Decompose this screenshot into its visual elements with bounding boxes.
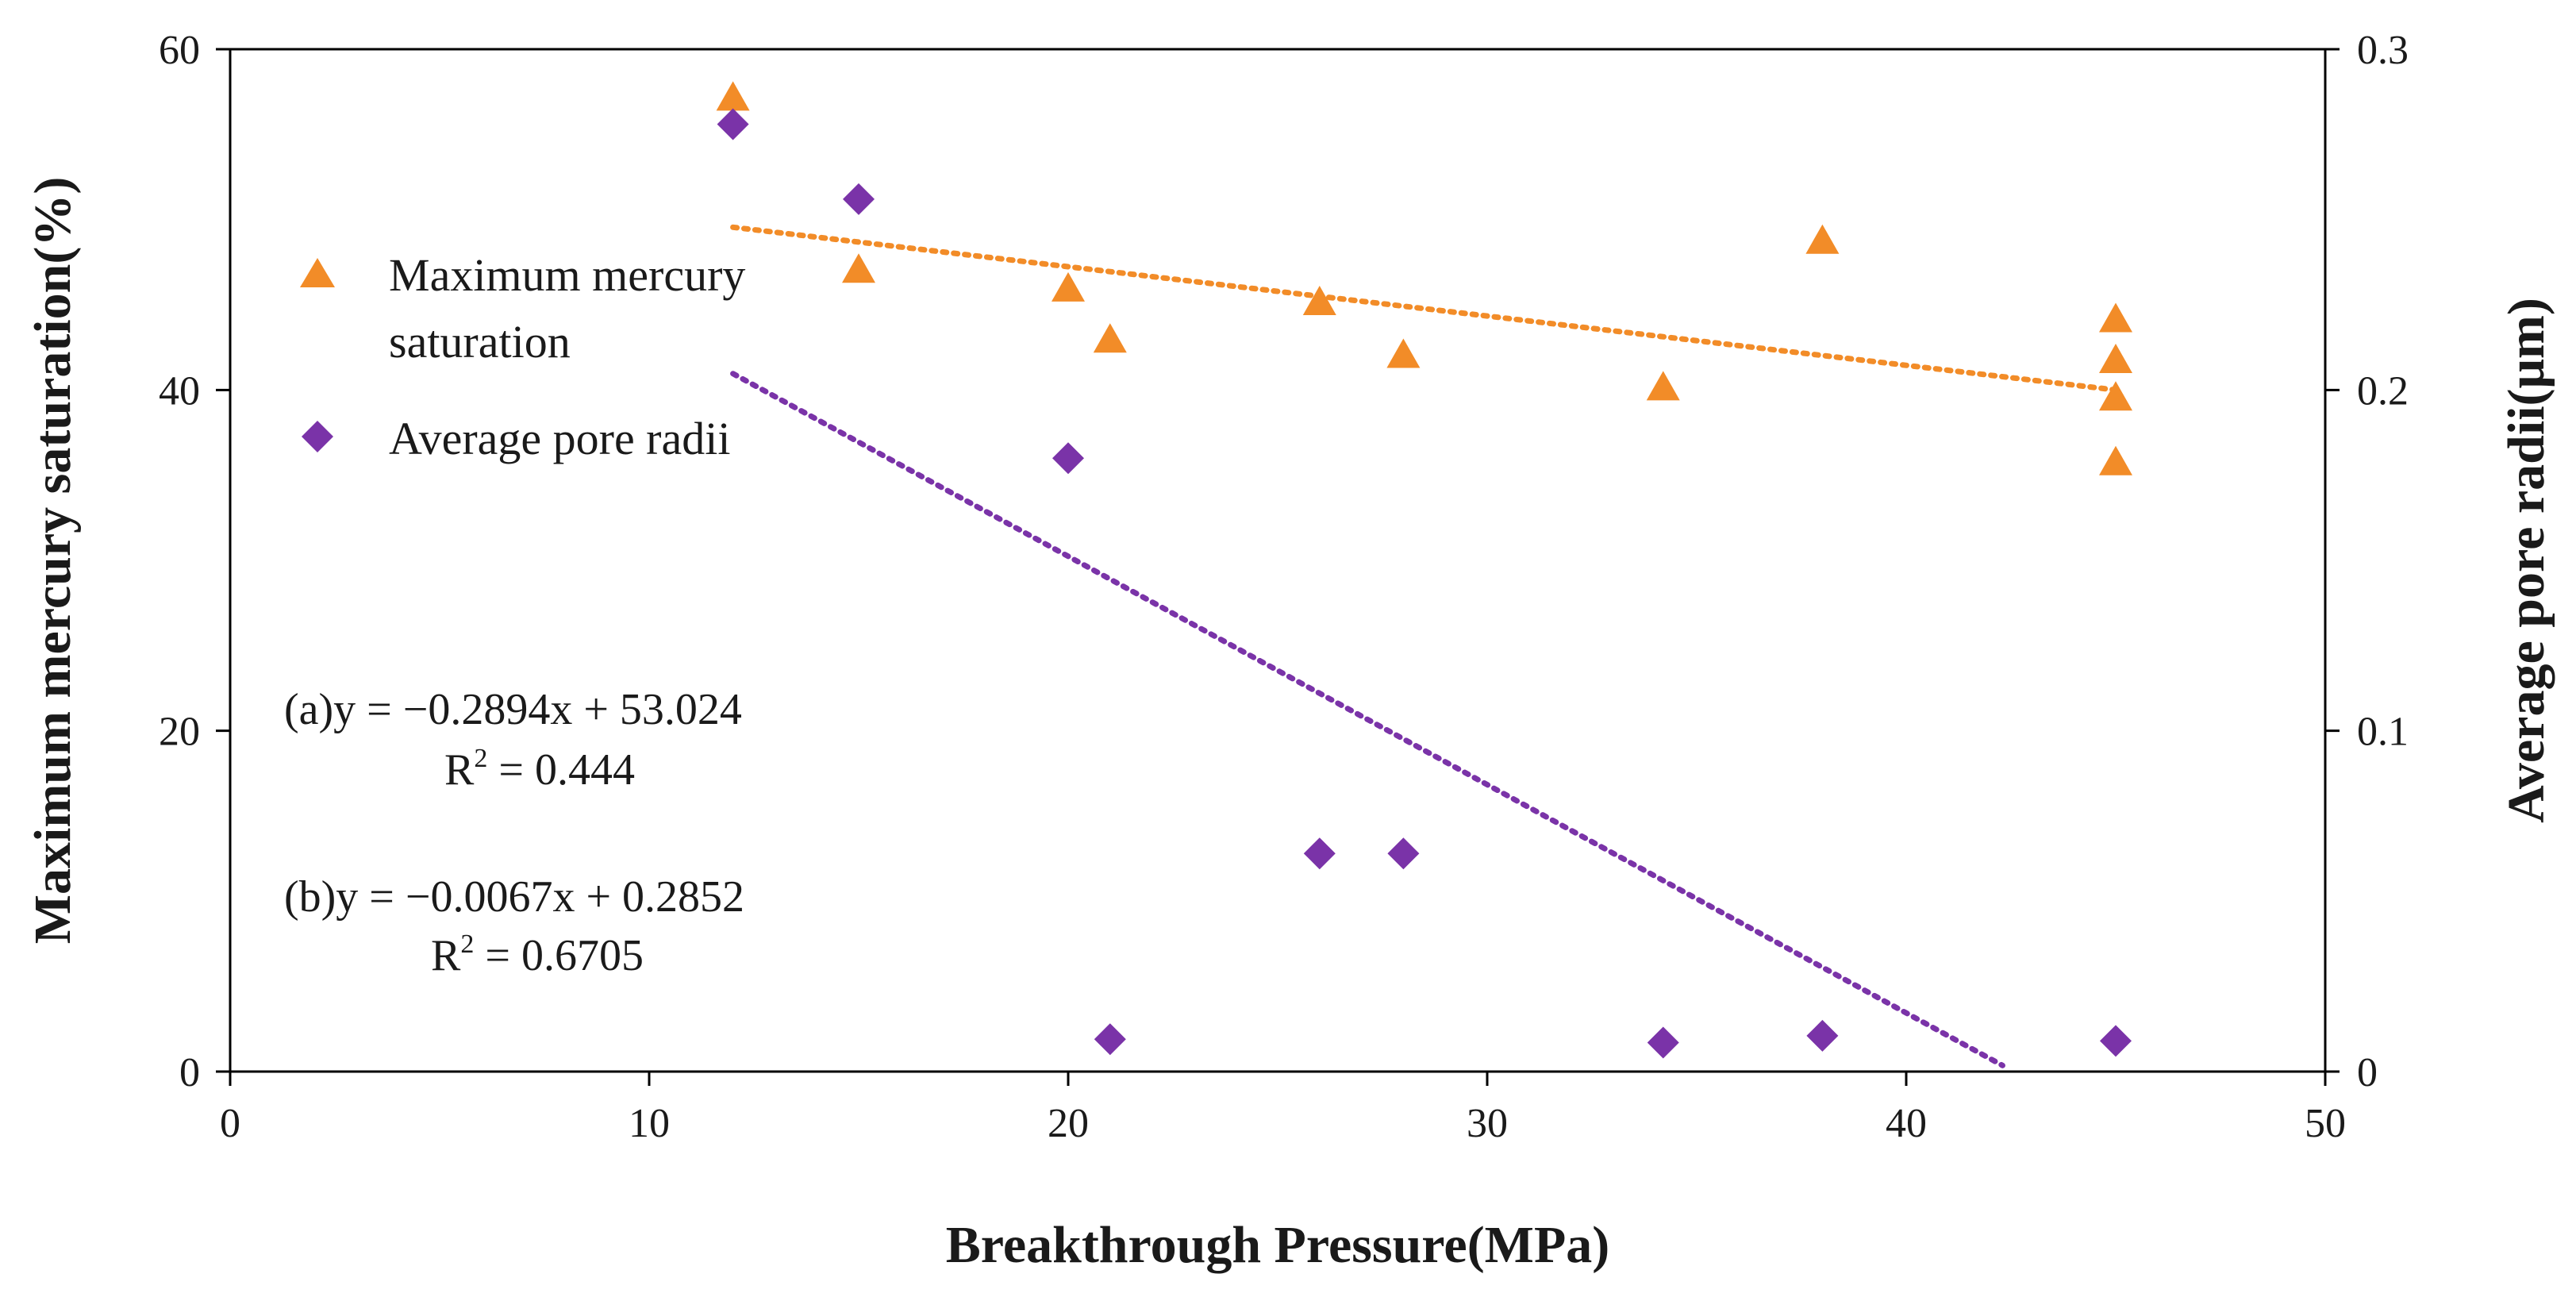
y-axis-right-ticks: 0 0.1 0.2 0.3 bbox=[2325, 28, 2409, 1095]
legend-label-mercury-line1: Maximum mercury bbox=[389, 249, 745, 301]
data-points bbox=[716, 81, 2132, 1059]
trendline-mercury-saturation bbox=[730, 224, 2119, 393]
legend-label-pore-radii: Average pore radii bbox=[389, 413, 730, 464]
y-tick-label: 20 bbox=[159, 710, 200, 755]
regression-annotations: (a)y = −0.2894x + 53.024 R2 = 0.444 (b)y… bbox=[284, 685, 744, 980]
x-axis-ticks: 0 10 20 30 40 50 bbox=[220, 1072, 2346, 1146]
point-pore-radii bbox=[1806, 1019, 1839, 1052]
x-tick-label: 30 bbox=[1467, 1101, 1508, 1146]
y2-tick-label: 0 bbox=[2357, 1050, 2378, 1095]
point-pore-radii bbox=[1647, 1026, 1679, 1059]
y-axis-left-title: Maximum mercury saturation(%) bbox=[24, 177, 82, 945]
x-tick-label: 50 bbox=[2305, 1101, 2346, 1146]
y2-tick-label: 0.3 bbox=[2357, 28, 2409, 73]
x-axis-title: Breakthrough Pressure(MPa) bbox=[946, 1216, 1610, 1274]
y2-tick-label: 0.2 bbox=[2357, 368, 2409, 414]
point-pore-radii bbox=[1052, 442, 1084, 475]
point-pore-radii bbox=[717, 108, 749, 140]
x-tick-label: 0 bbox=[220, 1101, 240, 1146]
plot-area-frame bbox=[229, 48, 2327, 1073]
trendlines bbox=[730, 224, 2119, 1068]
annotation-a-equation: (a)y = −0.2894x + 53.024 bbox=[284, 685, 742, 734]
point-mercury-saturation bbox=[2099, 445, 2132, 475]
legend: Maximum mercury saturation Average pore … bbox=[300, 249, 745, 464]
annotation-a-r2: R2 = 0.444 bbox=[444, 744, 635, 795]
point-mercury-saturation bbox=[2099, 343, 2132, 373]
y2-tick-label: 0.1 bbox=[2357, 710, 2409, 755]
y-axis-left-ticks: 0 20 40 60 bbox=[159, 28, 230, 1095]
y-tick-label: 60 bbox=[159, 28, 200, 73]
point-mercury-saturation bbox=[1805, 224, 1840, 254]
point-pore-radii bbox=[843, 183, 875, 215]
point-mercury-saturation bbox=[2099, 381, 2132, 411]
y-tick-label: 40 bbox=[159, 368, 200, 414]
point-pore-radii bbox=[1303, 837, 1336, 870]
annotation-b-equation: (b)y = −0.0067x + 0.2852 bbox=[284, 872, 744, 922]
point-mercury-saturation bbox=[1302, 286, 1336, 315]
x-tick-label: 40 bbox=[1886, 1101, 1927, 1146]
point-mercury-saturation bbox=[1052, 271, 1085, 302]
point-pore-radii bbox=[1094, 1023, 1126, 1056]
point-mercury-saturation bbox=[1386, 338, 1421, 368]
x-tick-label: 10 bbox=[629, 1101, 670, 1146]
point-pore-radii bbox=[1387, 837, 1420, 870]
trendline-pore-radii bbox=[730, 371, 2005, 1068]
y-axis-right-title: Average pore radii(μm) bbox=[2497, 298, 2555, 823]
legend-marker-diamond bbox=[302, 421, 333, 452]
point-pore-radii bbox=[2100, 1025, 2132, 1057]
x-tick-label: 20 bbox=[1048, 1101, 1089, 1146]
point-mercury-saturation bbox=[1646, 371, 1680, 401]
legend-marker-triangle bbox=[300, 258, 335, 287]
point-mercury-saturation bbox=[716, 81, 750, 111]
point-mercury-saturation bbox=[2099, 302, 2132, 333]
annotation-b-r2: R2 = 0.6705 bbox=[431, 929, 644, 980]
y-tick-label: 0 bbox=[179, 1050, 200, 1095]
point-mercury-saturation bbox=[1093, 323, 1127, 353]
legend-label-mercury-line2: saturation bbox=[389, 316, 571, 368]
point-mercury-saturation bbox=[842, 253, 875, 283]
